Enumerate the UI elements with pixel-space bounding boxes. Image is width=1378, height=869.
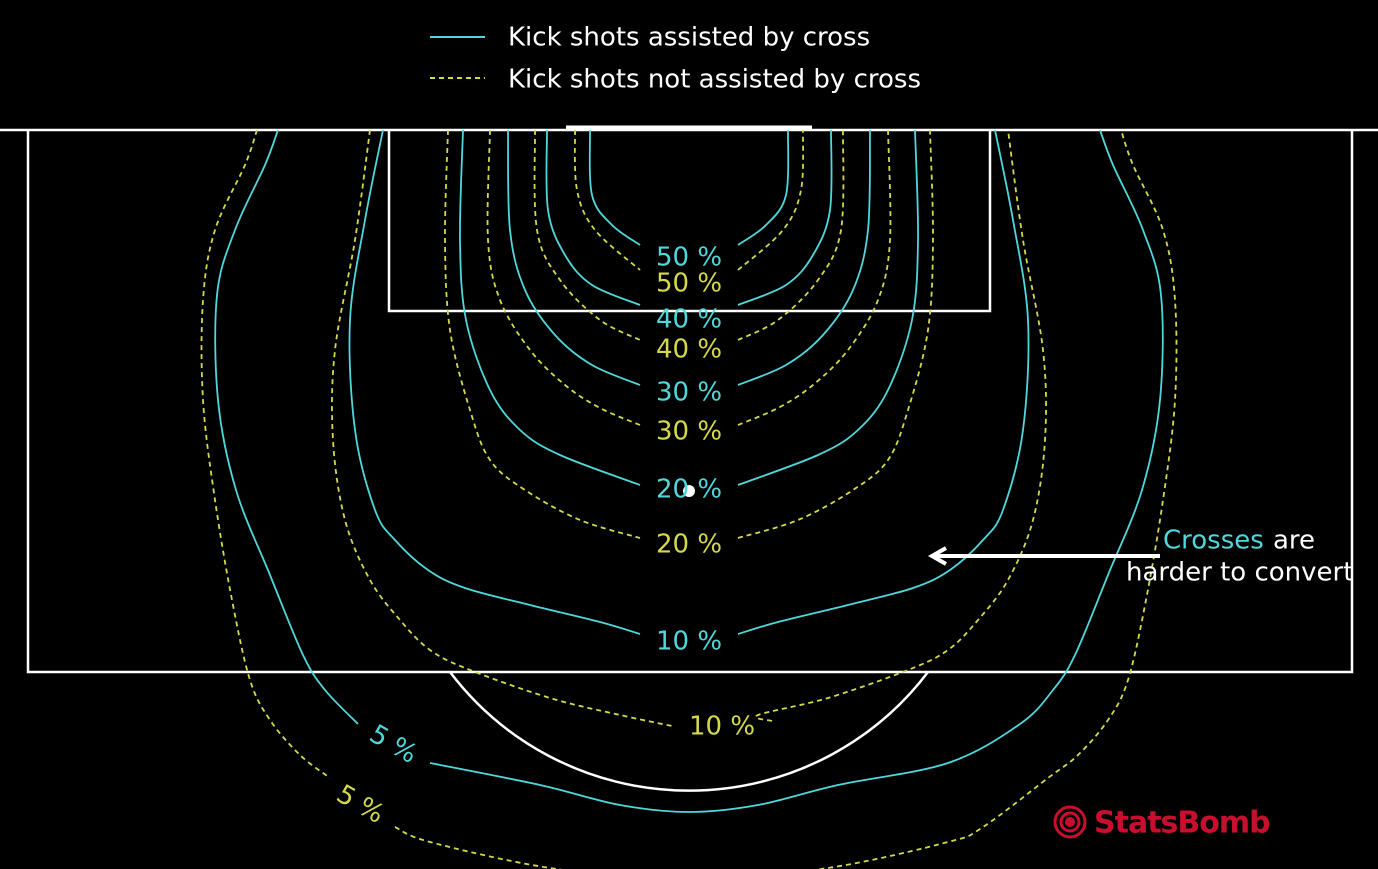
- contour-label: 5 %: [364, 719, 422, 770]
- penalty-box: [26, 130, 1354, 674]
- penalty-arc: [449, 671, 929, 792]
- contour-label: 40 %: [656, 335, 722, 365]
- contour-line: [533, 129, 845, 341]
- contour-label: 20 %: [656, 475, 722, 505]
- arrow-head: [927, 546, 947, 566]
- logo: StatsBomb: [1094, 806, 1270, 841]
- contour-label: 40 %: [656, 305, 722, 335]
- contour-line: [545, 129, 833, 306]
- contour-line: [573, 129, 805, 271]
- contour-line: [331, 129, 1047, 727]
- annotation-text: harder to convert: [1126, 558, 1353, 588]
- contour-line: [444, 129, 934, 539]
- contour-label: 20 %: [656, 530, 722, 560]
- contour-line: [588, 129, 790, 246]
- contour-label: 30 %: [656, 378, 722, 408]
- contour-line: [459, 129, 919, 486]
- legend-label: Kick shots assisted by cross: [508, 23, 870, 53]
- logo-icon: [1053, 805, 1087, 839]
- contour-line: [486, 129, 892, 426]
- contour-label: 5 %: [331, 779, 389, 830]
- pitch: [0, 125, 1378, 792]
- contour-line: [200, 129, 1178, 869]
- contour-label: 10 %: [656, 627, 722, 657]
- annotation-text: are: [1273, 526, 1315, 556]
- contour-line: [214, 129, 1164, 813]
- penalty-spot: [683, 485, 695, 497]
- contour-line: [348, 129, 1030, 635]
- contour-line: [507, 129, 871, 386]
- contour-label: 30 %: [656, 417, 722, 447]
- annotation-highlight: Crosses: [1163, 526, 1264, 556]
- six-yard-box: [387, 130, 992, 313]
- legend-label: Kick shots not assisted by cross: [508, 65, 921, 95]
- contours: [200, 129, 1178, 869]
- contour-label: 50 %: [656, 269, 722, 299]
- contour-label: 10 %: [689, 712, 755, 742]
- contour-label: 50 %: [656, 243, 722, 273]
